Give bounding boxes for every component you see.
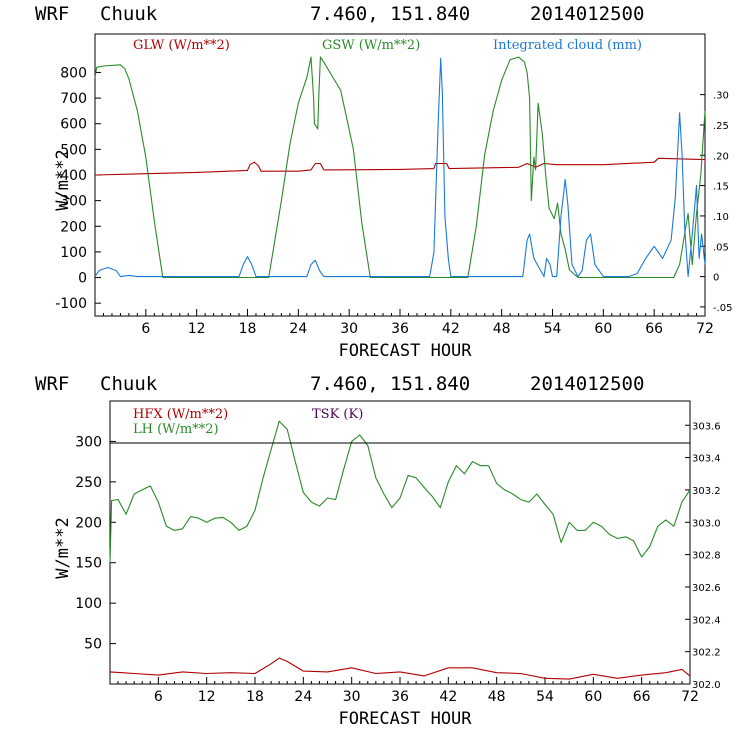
p1-xtick-label: 30: [340, 321, 358, 337]
p2-ytick-label: 250: [75, 475, 102, 491]
panel-1-legend-cloud: Integrated cloud (mm): [493, 38, 642, 53]
panel-2-x-axis: 6 12 18 24 30 36 42 48 54 60 66 72: [109, 677, 699, 705]
panel-2-y2-axis: 303.6 303.4 303.2 303.0 302.8 302.6 302.4 302.2…: [685, 421, 721, 691]
p2-y2tick-label: 303.6: [692, 421, 721, 432]
p2-ytick-label: 100: [75, 596, 102, 612]
p1-ytick-label: 0: [78, 271, 87, 287]
panel-2-x-label: FORECAST HOUR: [338, 709, 472, 729]
p2-y2tick-label: 302.6: [692, 583, 721, 594]
p1-series-gsw-line: [94, 56, 706, 279]
p1-xtick-label: 24: [289, 321, 307, 337]
p1-xtick-label: 60: [594, 321, 612, 337]
p2-ytick-label: 150: [75, 556, 102, 572]
p2-xtick-label: 72: [681, 689, 699, 705]
p1-xtick-label: 66: [645, 321, 663, 337]
p1-y2tick-label: 0: [713, 273, 719, 284]
panel-2-series: [109, 420, 691, 680]
p1-y2tick-label: .10: [713, 212, 729, 223]
p2-y2tick-label: 302.0: [692, 680, 721, 691]
panel-2-model: WRF: [35, 373, 69, 395]
p1-y2tick-label: -.05: [713, 303, 733, 314]
p1-series-glw-line: [94, 157, 706, 176]
panel-1-legend-glw: GLW (W/m**2): [133, 38, 230, 53]
p1-xtick-label: 48: [493, 321, 511, 337]
p1-xtick-label: 72: [696, 321, 714, 337]
panel-2-coords: 7.460, 151.840: [310, 373, 470, 395]
p1-y2tick-label: .05: [713, 242, 729, 253]
panel-1-date: 2014012500: [530, 3, 644, 25]
p2-xtick-label: 60: [584, 689, 602, 705]
p2-xtick-label: 6: [154, 689, 163, 705]
p1-y2tick-label: .20: [713, 151, 729, 162]
p1-ytick-label: 100: [60, 245, 87, 261]
panel-2-legend: HFX (W/m**2) LH (W/m**2) TSK (K): [133, 407, 363, 437]
p1-ytick-label: 400: [60, 168, 87, 184]
p2-ytick-label: 50: [84, 637, 102, 653]
panel-2-legend-tsk: TSK (K): [312, 407, 363, 422]
panel-2-y-label: W/m**2: [53, 517, 73, 578]
panel-2-header: WRF Chuuk 7.460, 151.840 2014012500: [35, 373, 644, 395]
p2-ytick-label: 200: [75, 515, 102, 531]
panel-1-model: WRF: [35, 3, 69, 25]
p1-ytick-label: 200: [60, 219, 87, 235]
p2-xtick-label: 42: [439, 689, 457, 705]
panel-2-legend-hfx: HFX (W/m**2): [133, 407, 228, 422]
panel-1-y-axis: 800 700 600 500 400 300 200 100 0 -100: [55, 65, 101, 312]
panel-1-y2-axis: .30 .25 .20 .15 .10 .05 0 -.05: [700, 91, 733, 314]
p1-ytick-label: 600: [60, 117, 87, 133]
p2-xtick-label: 24: [294, 689, 312, 705]
p2-xtick-label: 48: [488, 689, 506, 705]
p2-y2tick-label: 302.4: [692, 615, 721, 626]
p2-y2tick-label: 302.8: [692, 551, 721, 562]
p2-y2tick-label: 303.4: [692, 454, 721, 465]
panel-1-x-axis: 6 12 18 24 30 36 42 48 54 60 66 72: [94, 309, 714, 337]
p1-xtick-label: 54: [544, 321, 562, 337]
p2-xtick-label: 18: [246, 689, 264, 705]
p1-y2tick-label: .15: [713, 182, 729, 193]
p2-xtick-label: 30: [343, 689, 361, 705]
p1-ytick-label: 500: [60, 142, 87, 158]
p2-series-hfx-line: [109, 657, 691, 680]
panel-1-legend-gsw: GSW (W/m**2): [322, 38, 420, 53]
panel-1-y-label: W/m**2: [53, 149, 73, 210]
p1-xtick-label: 12: [188, 321, 206, 337]
p2-y2tick-label: 303.2: [692, 486, 721, 497]
p2-y2tick-label: 302.2: [692, 648, 721, 659]
panel-1-x-label: FORECAST HOUR: [338, 341, 472, 361]
panel-2-date: 2014012500: [530, 373, 644, 395]
p1-series-integrated-line: [94, 57, 706, 278]
p2-xtick-label: 12: [198, 689, 216, 705]
p2-series-lh-line: [109, 420, 691, 563]
panel-1-station: Chuuk: [100, 3, 158, 25]
panel-1-series: [94, 56, 706, 279]
panel-1-coords: 7.460, 151.840: [310, 3, 470, 25]
p1-xtick-label: 42: [442, 321, 460, 337]
panel-1-legend: GLW (W/m**2) GSW (W/m**2) Integrated clo…: [133, 38, 642, 53]
p2-xtick-label: 54: [536, 689, 554, 705]
panel-2-station: Chuuk: [100, 373, 158, 395]
p1-y2tick-label: .25: [713, 121, 729, 132]
p1-xtick-label: 18: [239, 321, 257, 337]
panel-2-legend-lh: LH (W/m**2): [133, 422, 219, 437]
panel-1-header: WRF Chuuk 7.460, 151.840 2014012500: [35, 3, 644, 25]
p1-y2tick-label: .30: [713, 91, 729, 102]
p2-ytick-label: 300: [75, 434, 102, 450]
p1-xtick-label: 36: [391, 321, 409, 337]
p1-ytick-label: 800: [60, 65, 87, 81]
panel-1-plot-frame: [94, 33, 706, 317]
p1-ytick-label: 700: [60, 91, 87, 107]
p1-xtick-label: 6: [141, 321, 150, 337]
p2-xtick-label: 66: [633, 689, 651, 705]
p1-ytick-label: -100: [55, 296, 87, 312]
p2-xtick-label: 36: [391, 689, 409, 705]
panel-2-y-axis: 300 250 200 150 100 50: [75, 434, 116, 653]
p2-y2tick-label: 303.0: [692, 518, 721, 529]
p1-ytick-label: 300: [60, 194, 87, 210]
